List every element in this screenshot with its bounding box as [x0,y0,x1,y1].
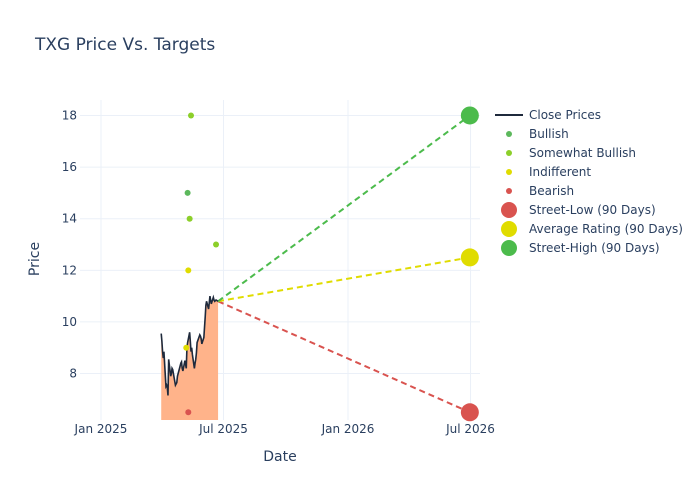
legend: Close Prices Bullish Somewhat Bullish Indif… [495,108,683,256]
legend-dot-symbol [506,150,512,156]
legend-marker-symbol [501,202,517,218]
x-tick-label: Jan 2026 [321,422,375,436]
rating-point [185,409,192,416]
rating-point [184,189,191,196]
target-line [217,256,471,303]
chart-title: TXG Price Vs. Targets [34,35,215,55]
rating-points [183,112,220,416]
target-marker [460,403,479,422]
target-line [217,114,471,303]
target-line [217,300,471,414]
x-tick-label: Jul 2026 [445,422,495,436]
rating-point [185,267,192,274]
legend-marker-symbol [501,221,517,237]
x-tick-label: Jul 2025 [198,422,248,436]
legend-marker-symbol [501,240,517,256]
legend-dot-symbol [506,169,512,175]
y-axis-title: Price [27,242,43,276]
legend-label: Somewhat Bullish [529,146,636,160]
legend-label: Street-Low (90 Days) [529,203,656,217]
legend-label: Indifferent [529,165,591,179]
chart-grid [80,100,480,420]
legend-label: Bullish [529,127,569,141]
legend-label: Average Rating (90 Days) [529,222,683,236]
y-tick-label: 10 [62,315,77,329]
legend-dot-symbol [506,131,512,137]
x-axis-ticks: Jan 2025 Jul 2025 Jan 2026 Jul 2026 [74,422,495,436]
target-marker [460,248,479,267]
legend-label: Bearish [529,184,574,198]
y-tick-label: 16 [62,160,77,174]
close-price-line [160,294,219,396]
y-tick-label: 8 [69,367,77,381]
y-tick-label: 18 [62,108,77,122]
close-price-line-group [160,294,219,396]
target-marker [460,106,479,125]
rating-point [213,241,220,248]
rating-point [183,344,190,351]
y-tick-label: 14 [62,212,77,226]
target-lines [217,106,479,422]
close-price-fill [161,296,219,420]
x-tick-label: Jan 2025 [74,422,128,436]
close-price-area [161,296,219,420]
x-axis-title: Date [263,449,296,465]
legend-label: Street-High (90 Days) [529,241,660,255]
legend-label: Close Prices [529,108,601,122]
rating-point [186,215,193,222]
rating-point [187,112,194,119]
legend-dot-symbol [506,188,512,194]
y-axis-ticks: 8 10 12 14 16 18 [62,108,77,380]
y-tick-label: 12 [62,263,77,277]
